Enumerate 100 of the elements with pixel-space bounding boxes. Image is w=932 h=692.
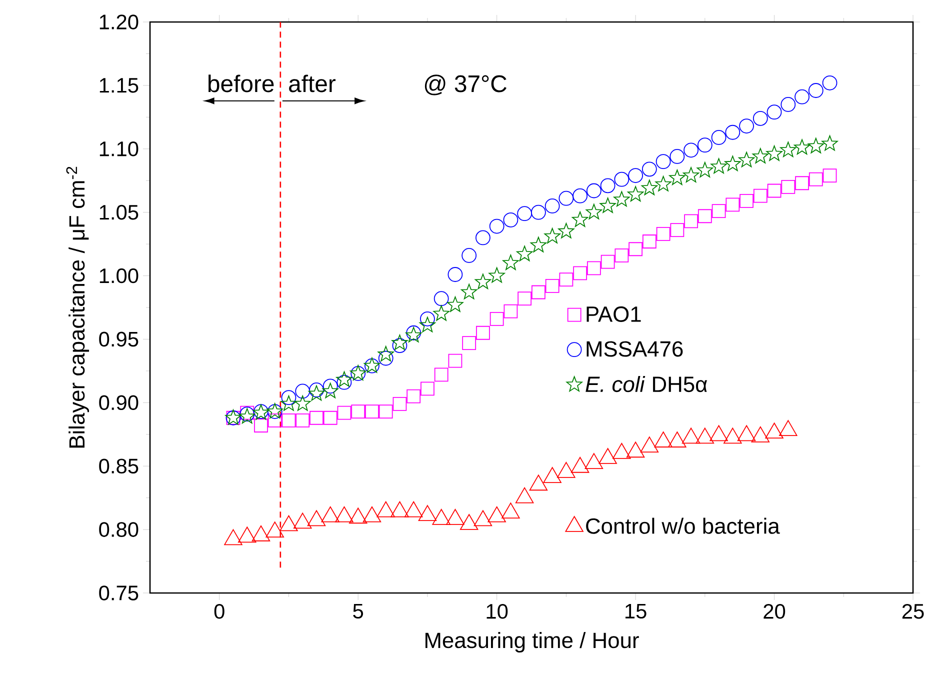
point [822,135,838,151]
point [502,254,519,270]
point [795,176,809,190]
point [725,124,740,140]
point [337,406,352,420]
point [808,172,823,186]
point [668,432,686,448]
point [529,474,548,491]
point [543,467,562,483]
y-axis-title: Bilayer capacitance / μF cm$^{-2}$ [66,166,90,448]
point [309,382,324,398]
point [544,228,560,244]
point [238,526,256,543]
y-tick-label: 0.85 [99,458,138,474]
point [696,428,714,444]
point [682,428,700,444]
point [724,428,742,444]
y-tick-label: 1.15 [100,78,138,93]
point [767,184,782,198]
point [515,487,534,504]
point [726,198,740,212]
point [614,172,630,187]
x-tick-label: 25 [902,604,924,619]
point [307,510,326,526]
point [655,176,672,192]
point [490,312,504,326]
point [612,442,631,459]
point [600,198,616,213]
point [780,142,796,158]
point [586,183,602,198]
point [586,204,602,220]
point [724,156,741,172]
point [446,508,464,525]
x-tick-label: 0 [214,604,224,619]
point [254,418,268,432]
x-tick-label: 15 [626,604,646,619]
y-tick-label: 0.80 [99,522,138,537]
point [737,425,756,442]
x-axis-title: Measuring time / Hour [426,632,639,652]
point [712,204,726,218]
point [642,234,656,248]
point [502,502,520,518]
point [711,130,726,145]
point [557,462,576,478]
point [780,97,796,112]
point [489,218,504,234]
point [294,512,312,529]
point [530,236,547,252]
point [474,510,492,526]
point [558,190,574,206]
point [432,508,450,525]
point [600,178,616,194]
point [392,338,408,353]
annotation: before [208,74,274,92]
point [434,368,448,382]
point [321,506,340,522]
point [406,389,421,404]
point [628,186,644,202]
point [322,382,338,398]
point [642,162,657,177]
point [696,162,713,178]
point [365,404,379,418]
point [376,501,395,518]
point [335,506,354,522]
x-tick-label: 5 [353,604,364,619]
point [794,139,810,155]
legend-label: PAO1 [586,306,641,322]
point [268,413,282,428]
point [404,501,423,518]
point [614,191,630,207]
point [280,515,298,532]
point [378,346,394,362]
point [628,242,643,256]
point [462,248,477,263]
point [752,110,768,126]
point [558,222,574,238]
point [460,514,478,530]
y-tick-label: 1.10 [100,141,138,156]
point [684,214,698,228]
legend-label: E. coli DH5α [586,376,708,392]
point [779,420,798,436]
point [670,223,684,238]
point [766,146,782,161]
y-tick-label: 0.75 [99,586,138,600]
point [461,284,478,300]
x-tick-label: 10 [486,604,508,619]
point [488,506,506,522]
point [504,304,518,318]
point [766,104,782,120]
annotation: @ 37°C [424,74,506,96]
point [545,278,560,293]
point [532,285,546,300]
point [447,296,464,312]
point [322,378,338,394]
point [586,261,601,276]
y-tick-label: 1.20 [100,14,138,30]
point [308,385,325,401]
point [669,170,686,185]
x-tick-label: 20 [764,604,786,619]
point [434,291,449,306]
